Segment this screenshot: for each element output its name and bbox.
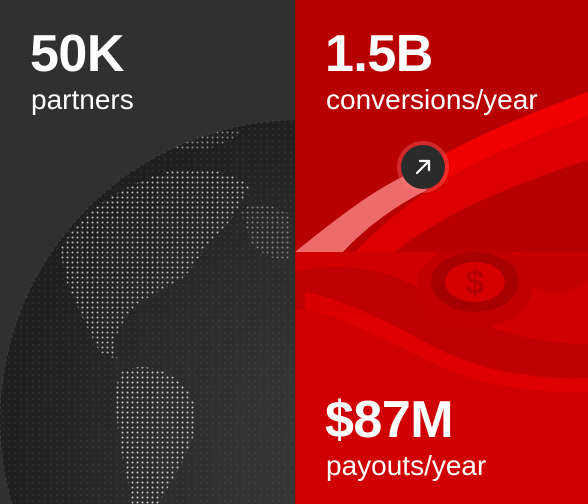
stat-tile-conversions: 1.5B conversions/year	[295, 0, 588, 252]
arrow-up-right-icon	[401, 145, 445, 189]
svg-text:$: $	[466, 264, 485, 302]
stat-tile-partners: 50K partners	[0, 25, 295, 504]
stat-value-partners: 50K	[30, 25, 124, 83]
trend-swoosh-graphic	[295, 92, 588, 252]
stat-value-payouts: $87M	[325, 391, 454, 449]
dollar-coin-icon: $	[295, 252, 588, 393]
stat-label-conversions: conversions/year	[326, 84, 538, 115]
stat-value-conversions: 1.5B	[325, 25, 433, 83]
globe-icon	[0, 103, 295, 504]
stat-label-partners: partners	[31, 84, 134, 115]
tile-divider	[295, 0, 296, 504]
stat-tile-payouts: $ $87M payouts/year	[295, 252, 588, 504]
arrow-up-right-glyph	[415, 159, 431, 175]
stat-label-payouts: payouts/year	[326, 450, 487, 481]
